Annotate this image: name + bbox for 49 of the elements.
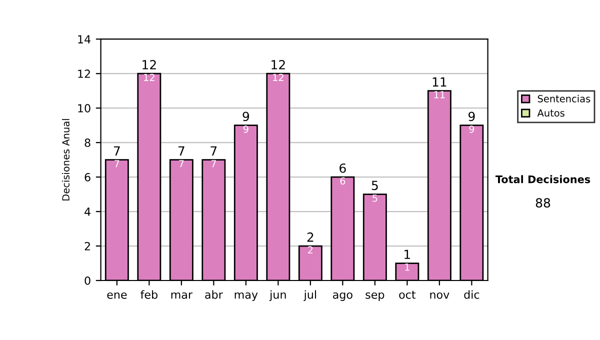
total-label: 5 [372,180,378,190]
x-tick-label: ago [333,292,352,301]
x-tick-label: mar [171,292,193,299]
total-label: 7 [210,146,217,156]
y-tick-label: 4 [84,208,90,216]
x-tick-label: jul [304,290,316,301]
x-tick-label: nov [430,292,450,299]
x-tick-label: oct [399,290,416,299]
data-label: 12 [144,74,154,81]
x-tick-label: sep [366,292,384,301]
data-label: 2 [308,246,313,254]
x-tick-label: ene [107,292,127,299]
total-label: 7 [178,146,184,156]
total-label: 7 [114,146,120,156]
data-label: 1 [405,264,410,271]
legend-label: Sentencias [538,94,590,102]
total-label: 12 [142,60,156,70]
data-label: 9 [243,125,248,133]
y-tick-label: 10 [78,104,90,112]
legend-label: Autos [537,109,564,117]
x-tick-label: jun [269,290,286,301]
x-tick-label: abr [205,290,223,299]
total-label: 2 [307,232,314,242]
y-tick-label: 14 [78,35,90,44]
total-label: 9 [468,112,475,122]
x-tick-label: may [234,292,258,301]
total-label: 11 [432,77,446,87]
y-tick-label: 8 [84,138,90,147]
y-tick-label: 0 [84,276,90,285]
x-tick-label: dic [464,290,480,299]
data-label: 7 [114,160,120,168]
data-label: 7 [179,160,184,168]
y-tick-label: 2 [84,242,90,250]
y-tick-label: 12 [78,70,90,78]
y-axis-title: Decisiones Anual [62,119,70,200]
data-label: 9 [469,125,474,133]
y-tick-label: 6 [84,173,90,182]
total-label: 9 [242,112,250,122]
text: Total Decisiones [495,175,590,184]
total-label: 12 [272,60,285,70]
total-label: 1 [404,250,410,259]
x-tick-label: feb [140,290,158,299]
data-label: 5 [372,194,378,202]
data-label: 6 [340,177,346,185]
data-label: 11 [434,91,445,98]
total-label: 6 [340,163,346,173]
text: 88 [536,198,550,208]
data-label: 7 [211,160,216,168]
data-label: 12 [273,74,284,81]
